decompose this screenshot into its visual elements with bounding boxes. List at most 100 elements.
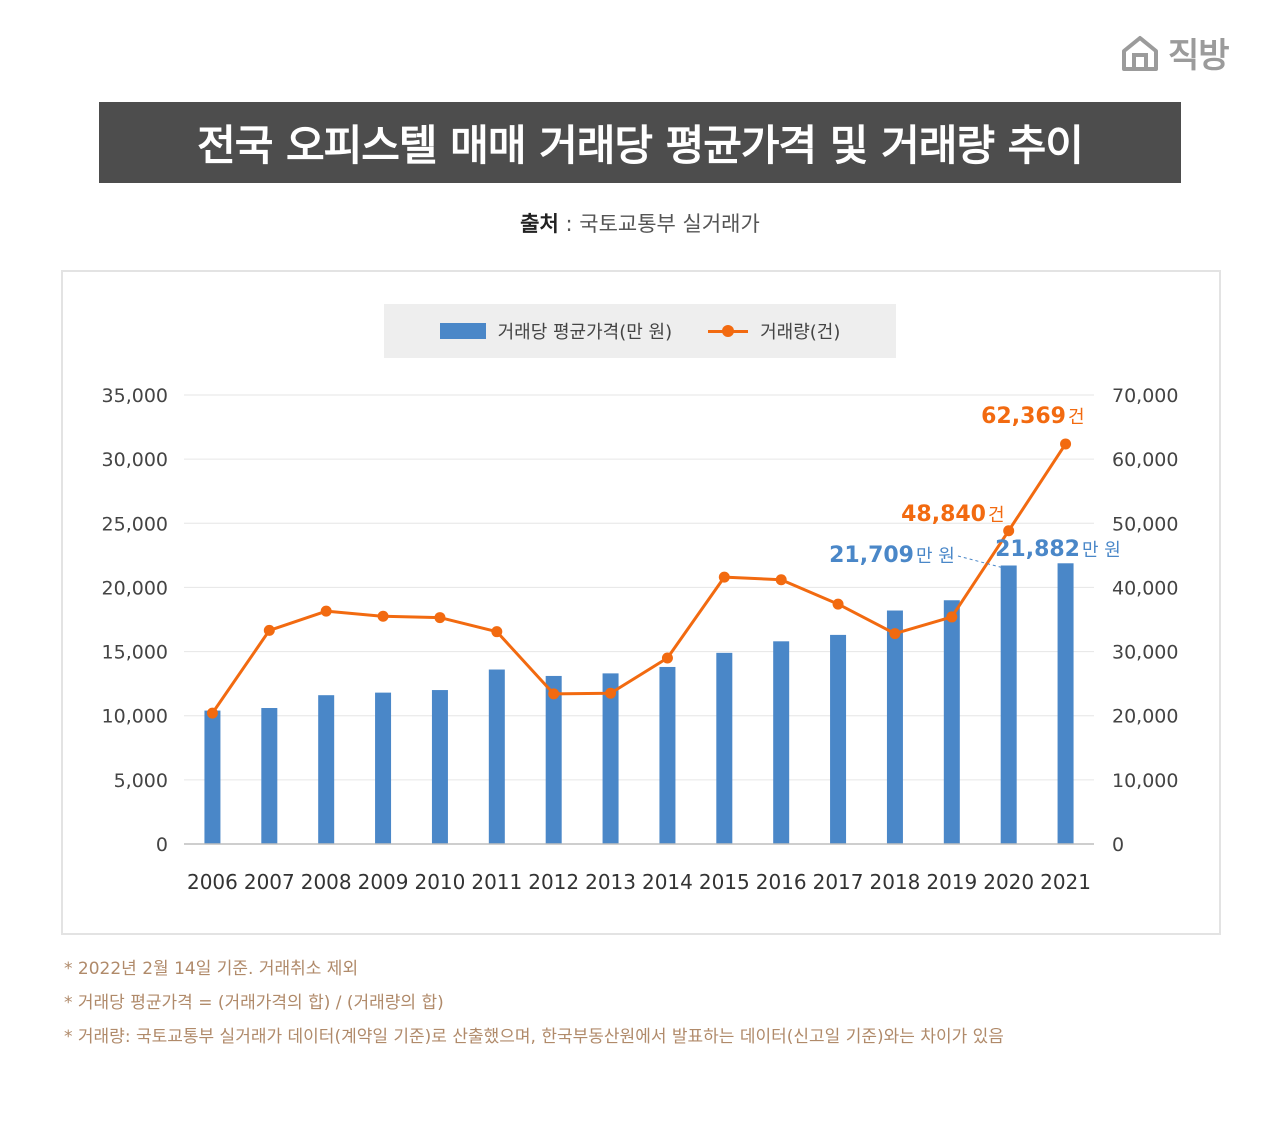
legend-bar-swatch bbox=[439, 323, 486, 339]
x-tick-label: 2015 bbox=[699, 870, 750, 894]
data-label-unit: 건 bbox=[988, 505, 1005, 526]
line-point bbox=[377, 610, 389, 622]
y-left-tick-label: 25,000 bbox=[102, 513, 168, 535]
line-point bbox=[491, 626, 503, 638]
x-tick-label: 2019 bbox=[926, 870, 977, 894]
data-label-value: 62,369 bbox=[981, 404, 1066, 429]
x-tick-label: 2017 bbox=[813, 870, 864, 894]
legend-item-volume: 거래량(건) bbox=[708, 318, 840, 344]
bar bbox=[1000, 565, 1017, 844]
bar bbox=[602, 673, 619, 844]
logo-text: 직방 bbox=[1168, 36, 1230, 76]
source-text: 국토교통부 실거래가 bbox=[579, 212, 760, 236]
x-tick-label: 2010 bbox=[414, 870, 465, 894]
bar bbox=[830, 634, 847, 844]
y-right-tick-label: 60,000 bbox=[1112, 449, 1178, 471]
x-tick-label: 2020 bbox=[983, 870, 1034, 894]
line-layer bbox=[206, 438, 1072, 719]
chart-legend: 거래당 평균가격(만 원) 거래량(건) bbox=[384, 304, 896, 358]
line-point bbox=[946, 611, 958, 623]
data-label-unit: 만 원 bbox=[1082, 540, 1121, 561]
y-left-tick-label: 10,000 bbox=[102, 706, 168, 728]
page-title: 전국 오피스텔 매매 거래당 평균가격 및 거래량 추이 bbox=[197, 121, 1084, 170]
source-separator: : bbox=[558, 212, 580, 236]
bar bbox=[1057, 563, 1074, 844]
house-icon bbox=[1122, 35, 1158, 71]
chart-frame bbox=[61, 270, 1221, 935]
data-label: 21,709 bbox=[829, 543, 914, 568]
footnote-1: * 2022년 2월 14일 기준. 거래취소 제외 bbox=[64, 959, 359, 979]
x-tick-label: 2021 bbox=[1040, 870, 1091, 894]
bar bbox=[375, 692, 392, 844]
bar bbox=[716, 652, 733, 844]
data-label: 48,840 bbox=[901, 502, 986, 527]
y-right-tick-label: 30,000 bbox=[1112, 642, 1178, 664]
x-tick-label: 2016 bbox=[756, 870, 807, 894]
title-banner: 전국 오피스텔 매매 거래당 평균가격 및 거래량 추이 bbox=[99, 102, 1181, 183]
line-point bbox=[605, 687, 617, 699]
bar bbox=[431, 690, 448, 844]
line-point bbox=[718, 571, 730, 583]
y-left-tick-label: 15,000 bbox=[102, 642, 168, 664]
source-line: 출처 : 국토교통부 실거래가 bbox=[0, 208, 1280, 238]
bar-layer bbox=[204, 563, 1074, 844]
bar bbox=[488, 669, 505, 844]
x-tick-label: 2008 bbox=[301, 870, 352, 894]
volume-line bbox=[211, 443, 1067, 714]
bar bbox=[261, 708, 278, 844]
y-right-tick-label: 40,000 bbox=[1112, 577, 1178, 599]
line-point bbox=[775, 574, 787, 586]
x-tick-label: 2012 bbox=[528, 870, 579, 894]
legend-label-volume: 거래량(건) bbox=[760, 322, 841, 343]
x-tick-label: 2007 bbox=[244, 870, 295, 894]
x-tick-label: 2014 bbox=[642, 870, 693, 894]
footnotes: * 2022년 2월 14일 기준. 거래취소 제외 * 거래당 평균가격 = … bbox=[64, 952, 1004, 1054]
footnote-3: * 거래량: 국토교통부 실거래가 데이터(계약일 기준)로 산출했으며, 한국… bbox=[64, 1027, 1004, 1047]
y-left-tick-label: 20,000 bbox=[102, 577, 168, 599]
x-tick-label: 2011 bbox=[471, 870, 522, 894]
line-point bbox=[832, 598, 844, 610]
x-tick-label: 2009 bbox=[358, 870, 409, 894]
y-right-tick-label: 0 bbox=[1112, 834, 1124, 856]
line-point bbox=[206, 707, 218, 719]
line-point bbox=[548, 688, 560, 700]
bar bbox=[773, 641, 790, 844]
data-label: 62,369 bbox=[981, 404, 1066, 429]
line-point bbox=[661, 652, 673, 664]
brand-logo: 직방 bbox=[1118, 28, 1230, 77]
y-left-tick-label: 5,000 bbox=[114, 770, 168, 792]
x-tick-label: 2013 bbox=[585, 870, 636, 894]
axis-layer: 0 0 5,000 10,000 10,000 20,000 15,000 30,000 20,… bbox=[102, 385, 1179, 894]
bar bbox=[204, 710, 221, 844]
data-label-value: 48,840 bbox=[901, 502, 986, 527]
bar bbox=[943, 600, 960, 844]
line-point bbox=[889, 628, 901, 640]
y-right-tick-label: 10,000 bbox=[1112, 770, 1178, 792]
data-label-value: 21,882 bbox=[995, 537, 1080, 562]
source-label: 출처 bbox=[520, 212, 559, 236]
x-tick-label: 2006 bbox=[187, 870, 238, 894]
bar bbox=[545, 675, 562, 844]
line-point bbox=[1003, 525, 1015, 537]
bar bbox=[659, 666, 676, 844]
y-left-tick-label: 0 bbox=[156, 834, 168, 856]
data-label-unit: 건 bbox=[1068, 407, 1085, 428]
legend-item-price: 거래당 평균가격(만 원) bbox=[439, 318, 673, 344]
bar bbox=[886, 610, 903, 844]
data-label: 21,882 bbox=[995, 537, 1080, 562]
footnote-2: * 거래당 평균가격 = (거래가격의 합) / (거래량의 합) bbox=[64, 993, 444, 1013]
leader-line bbox=[957, 555, 1005, 569]
y-right-tick-label: 70,000 bbox=[1112, 385, 1178, 407]
x-tick-label: 2018 bbox=[869, 870, 920, 894]
y-right-tick-label: 20,000 bbox=[1112, 706, 1178, 728]
line-point bbox=[263, 624, 275, 636]
line-point bbox=[434, 612, 446, 624]
y-right-tick-label: 50,000 bbox=[1112, 513, 1178, 535]
y-left-tick-label: 30,000 bbox=[102, 449, 168, 471]
grid-layer bbox=[184, 394, 1094, 781]
annotation-layer: 21,709 만 원 21,882 만 원48,840 건62,369 건 bbox=[829, 404, 1121, 569]
y-left-tick-label: 35,000 bbox=[102, 385, 168, 407]
legend-label-price: 거래당 평균가격(만 원) bbox=[497, 322, 673, 343]
data-label-value: 21,709 bbox=[829, 543, 914, 568]
